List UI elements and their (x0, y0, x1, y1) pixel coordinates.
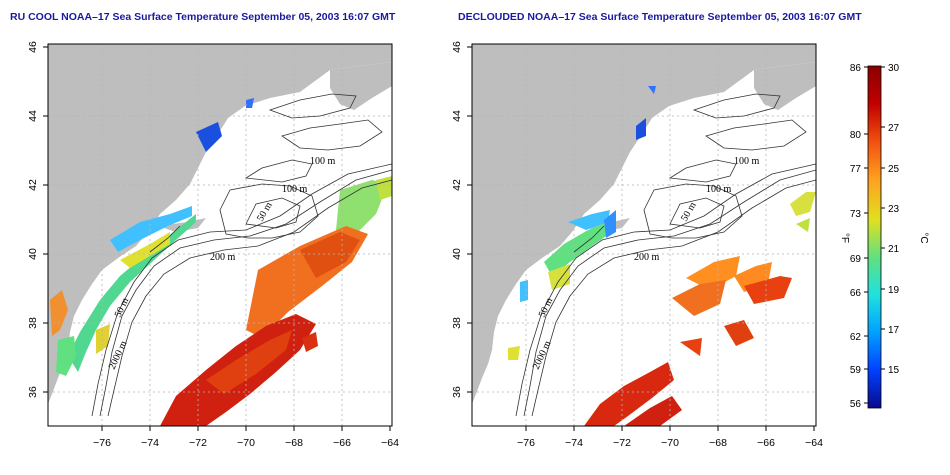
x-tick-label: −70 (237, 437, 255, 449)
x-tick-label: −68 (709, 437, 727, 449)
contour-label-200m: 200 m (210, 252, 236, 263)
celsius-unit-label: °C (918, 232, 929, 243)
y-tick-labels-left: 36 38 40 42 44 46 (27, 41, 39, 398)
x-tick-label: −64 (805, 437, 823, 449)
y-tick-label: 46 (27, 41, 39, 53)
contour-label-100m-north: 100 m (310, 156, 336, 167)
y-tick-label: 36 (451, 386, 463, 398)
c-tick-label: 25 (888, 164, 900, 175)
c-tick-label: 27 (888, 123, 900, 134)
c-tick-label: 17 (888, 325, 900, 336)
panel-title-left: RU COOL NOAA–17 Sea Surface Temperature … (10, 11, 396, 23)
sst-swaths (50, 98, 392, 426)
x-axis-right (525, 426, 815, 431)
y-tick-label: 42 (27, 179, 39, 191)
contour-label-100m-north: 100 m (734, 156, 760, 167)
map-frame (47, 43, 393, 427)
fahrenheit-unit-label: °F (839, 233, 850, 243)
f-tick-label: 59 (850, 365, 862, 376)
y-tick-label: 38 (27, 317, 39, 329)
temperature-colorbar: 56 59 62 66 69 73 77 80 86 15 17 19 21 2… (839, 63, 929, 410)
f-tick-label: 69 (850, 254, 862, 265)
x-tick-labels-left: −76 −74 −72 −70 −68 −66 −64 (93, 437, 399, 449)
sst-map-left: 100 m 100 m 50 m 200 m 50 m 2000 m −76 −… (27, 41, 399, 449)
x-tick-label: −66 (757, 437, 775, 449)
y-axis-right (467, 46, 472, 393)
contour-label-100m-bank: 100 m (282, 184, 308, 195)
colorbar-gradient (867, 65, 882, 409)
colorbar-f-labels: 56 59 62 66 69 73 77 80 86 (850, 63, 862, 410)
panel-title-right: DECLOUDED NOAA–17 Sea Surface Temperatur… (458, 11, 862, 23)
y-tick-label: 44 (451, 110, 463, 122)
y-tick-label: 40 (27, 248, 39, 260)
y-tick-label: 36 (27, 386, 39, 398)
x-tick-labels-right: −76 −74 −72 −70 −68 −66 −64 (517, 437, 823, 449)
f-tick-label: 80 (850, 130, 862, 141)
y-axis-left (43, 46, 48, 393)
sst-map-right: 100 m 100 m 50 m 200 m 50 m 2000 m −76 −… (451, 41, 823, 449)
f-tick-label: 66 (850, 288, 862, 299)
c-tick-label: 23 (888, 204, 900, 215)
contour-label-100m-bank: 100 m (706, 184, 732, 195)
bathymetry-contours (91, 93, 392, 417)
y-tick-label: 44 (27, 110, 39, 122)
x-tick-label: −64 (381, 437, 399, 449)
map-frame (471, 43, 817, 427)
c-tick-label: 21 (888, 244, 900, 255)
c-tick-label: 19 (888, 285, 900, 296)
x-tick-label: −76 (517, 437, 535, 449)
x-tick-label: −74 (141, 437, 159, 449)
x-tick-label: −68 (285, 437, 303, 449)
colorbar-c-labels: 15 17 19 21 23 25 27 30 (888, 63, 900, 376)
x-tick-label: −72 (613, 437, 631, 449)
x-tick-label: −72 (189, 437, 207, 449)
x-tick-label: −74 (565, 437, 583, 449)
f-tick-label: 77 (850, 164, 862, 175)
y-tick-labels-right: 36 38 40 42 44 46 (451, 41, 463, 398)
c-tick-label: 30 (888, 63, 900, 74)
x-axis-left (101, 426, 391, 431)
y-tick-label: 38 (451, 317, 463, 329)
f-tick-label: 56 (850, 399, 862, 410)
f-tick-label: 62 (850, 332, 862, 343)
y-tick-label: 40 (451, 248, 463, 260)
grid-lines (472, 44, 816, 426)
x-tick-label: −76 (93, 437, 111, 449)
x-tick-label: −70 (661, 437, 679, 449)
contour-label-200m: 200 m (634, 252, 660, 263)
x-tick-label: −66 (333, 437, 351, 449)
f-tick-label: 86 (850, 63, 862, 74)
bathymetry-contours (515, 93, 816, 417)
f-tick-label: 73 (850, 209, 862, 220)
y-tick-label: 46 (451, 41, 463, 53)
colorbar-ticks (864, 66, 885, 404)
c-tick-label: 15 (888, 365, 900, 376)
y-tick-label: 42 (451, 179, 463, 191)
